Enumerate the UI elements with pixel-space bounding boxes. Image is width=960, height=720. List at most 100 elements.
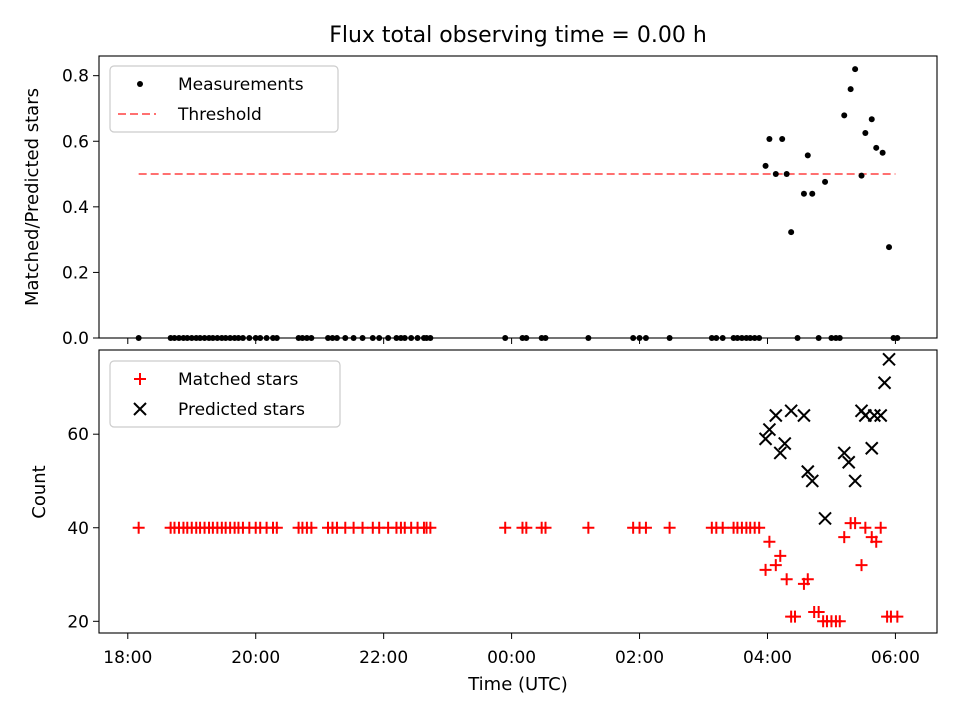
legend-label: Threshold	[177, 105, 262, 125]
measurement-point	[401, 335, 408, 341]
measurements-legend-marker	[137, 81, 143, 87]
measurement-point	[894, 335, 901, 341]
measurement-point	[197, 335, 204, 341]
matched-star-point	[582, 521, 595, 534]
matched-star-point	[849, 517, 862, 530]
count-x-label: Time (UTC)	[467, 674, 568, 695]
chart-title: Flux total observing time = 0.00 h	[329, 23, 707, 48]
y-tick-label: 60	[67, 425, 89, 445]
matched-stars-legend-marker	[134, 373, 146, 385]
matched-star-point	[663, 521, 676, 534]
predicted-star-point	[762, 422, 777, 437]
measurement-point	[779, 135, 786, 142]
predicted-star-point	[877, 376, 892, 390]
legend-box	[109, 360, 341, 428]
matched-star-point	[356, 521, 369, 534]
measurement-point	[783, 171, 790, 178]
measurement-point	[385, 335, 392, 341]
measurement-point	[308, 335, 315, 341]
measurement-point	[252, 335, 259, 341]
matched-star-point	[874, 521, 887, 534]
ratio-panel: 0.00.20.40.60.8 Matched/Predicted stars …	[22, 55, 938, 349]
matched-star-point	[520, 521, 533, 534]
y-tick-label: 0.2	[62, 263, 89, 283]
measurement-point	[585, 335, 592, 341]
count-plot-frame	[98, 349, 938, 634]
measurement-point	[135, 335, 142, 341]
matched-star-point	[753, 521, 766, 534]
matched-star-point	[499, 521, 512, 534]
predicted-star-point	[758, 432, 773, 446]
matched-star-point	[780, 573, 793, 586]
measurement-point	[766, 135, 773, 142]
matched-star-point	[838, 531, 851, 544]
ratio-marks	[135, 66, 901, 341]
measurement-point	[858, 172, 865, 179]
measurement-point	[376, 335, 383, 341]
count-legend: Matched stars Predicted stars	[109, 360, 341, 428]
measurement-point	[188, 335, 195, 341]
count-y-label: Count	[29, 465, 50, 518]
matched-star-point	[855, 559, 868, 572]
count-x-axis: 18:00 20:00 22:00 00:00 02:00 04:00 06:00	[103, 633, 920, 668]
measurement-point	[666, 335, 673, 341]
matched-star-point	[833, 615, 846, 628]
measurement-point	[815, 335, 822, 341]
measurement-point	[214, 335, 221, 341]
y-tick-label: 0.4	[62, 198, 89, 218]
measurement-point	[502, 335, 509, 341]
measurement-point	[227, 335, 234, 341]
measurement-point	[708, 335, 715, 341]
count-marks	[132, 352, 904, 628]
measurement-point	[636, 335, 643, 341]
matched-star-point	[788, 610, 801, 623]
measurement-point	[175, 335, 182, 341]
matched-star-point	[812, 605, 825, 618]
measurement-point	[303, 335, 310, 341]
predicted-star-point	[882, 352, 896, 367]
measurement-point	[772, 171, 779, 178]
measurement-point	[523, 335, 530, 341]
predicted-star-point	[837, 446, 851, 460]
matched-star-point	[539, 521, 552, 534]
x-tick-label: 00:00	[487, 648, 536, 668]
measurement-point	[209, 335, 216, 341]
measurement-point	[794, 335, 801, 341]
count-panel: 20 40 60 18:00 20:00 22:00 00:00 02:00 04:00 06:…	[29, 349, 938, 695]
y-tick-label: 0.0	[62, 329, 89, 349]
measurement-point	[369, 335, 376, 341]
legend-box	[109, 65, 339, 133]
ratio-legend: Measurements Threshold	[109, 65, 339, 133]
measurement-point	[852, 66, 859, 73]
ratio-y-axis: 0.0 0.2 0.4 0.6 0.8	[62, 67, 99, 349]
measurement-point	[719, 335, 726, 341]
measurement-point	[747, 335, 754, 341]
measurement-point	[734, 335, 741, 341]
measurement-point	[201, 335, 208, 341]
measurement-point	[847, 86, 854, 93]
measurement-point	[804, 152, 811, 159]
measurement-point	[836, 335, 843, 341]
legend-label: Measurements	[178, 75, 304, 95]
measurement-point	[713, 335, 720, 341]
predicted-star-point	[848, 474, 862, 488]
measurement-point	[359, 335, 366, 341]
matched-star-point	[774, 549, 787, 562]
predicted-star-point	[805, 474, 819, 488]
measurement-point	[171, 335, 178, 341]
matched-star-point	[891, 610, 904, 623]
measurement-point	[738, 335, 745, 341]
y-tick-label: 0.6	[62, 132, 89, 152]
measurement-point	[257, 335, 264, 341]
legend-label: Predicted stars	[178, 400, 305, 420]
measurement-point	[342, 335, 349, 341]
predicted-star-point	[873, 408, 888, 423]
matched-star-point	[859, 521, 872, 534]
x-tick-label: 18:00	[103, 648, 152, 668]
y-tick-label: 20	[67, 612, 89, 632]
predicted-star-point	[865, 441, 879, 455]
count-y-axis: 20 40 60	[67, 425, 99, 632]
x-tick-label: 06:00	[871, 648, 920, 668]
measurement-point	[756, 335, 763, 341]
